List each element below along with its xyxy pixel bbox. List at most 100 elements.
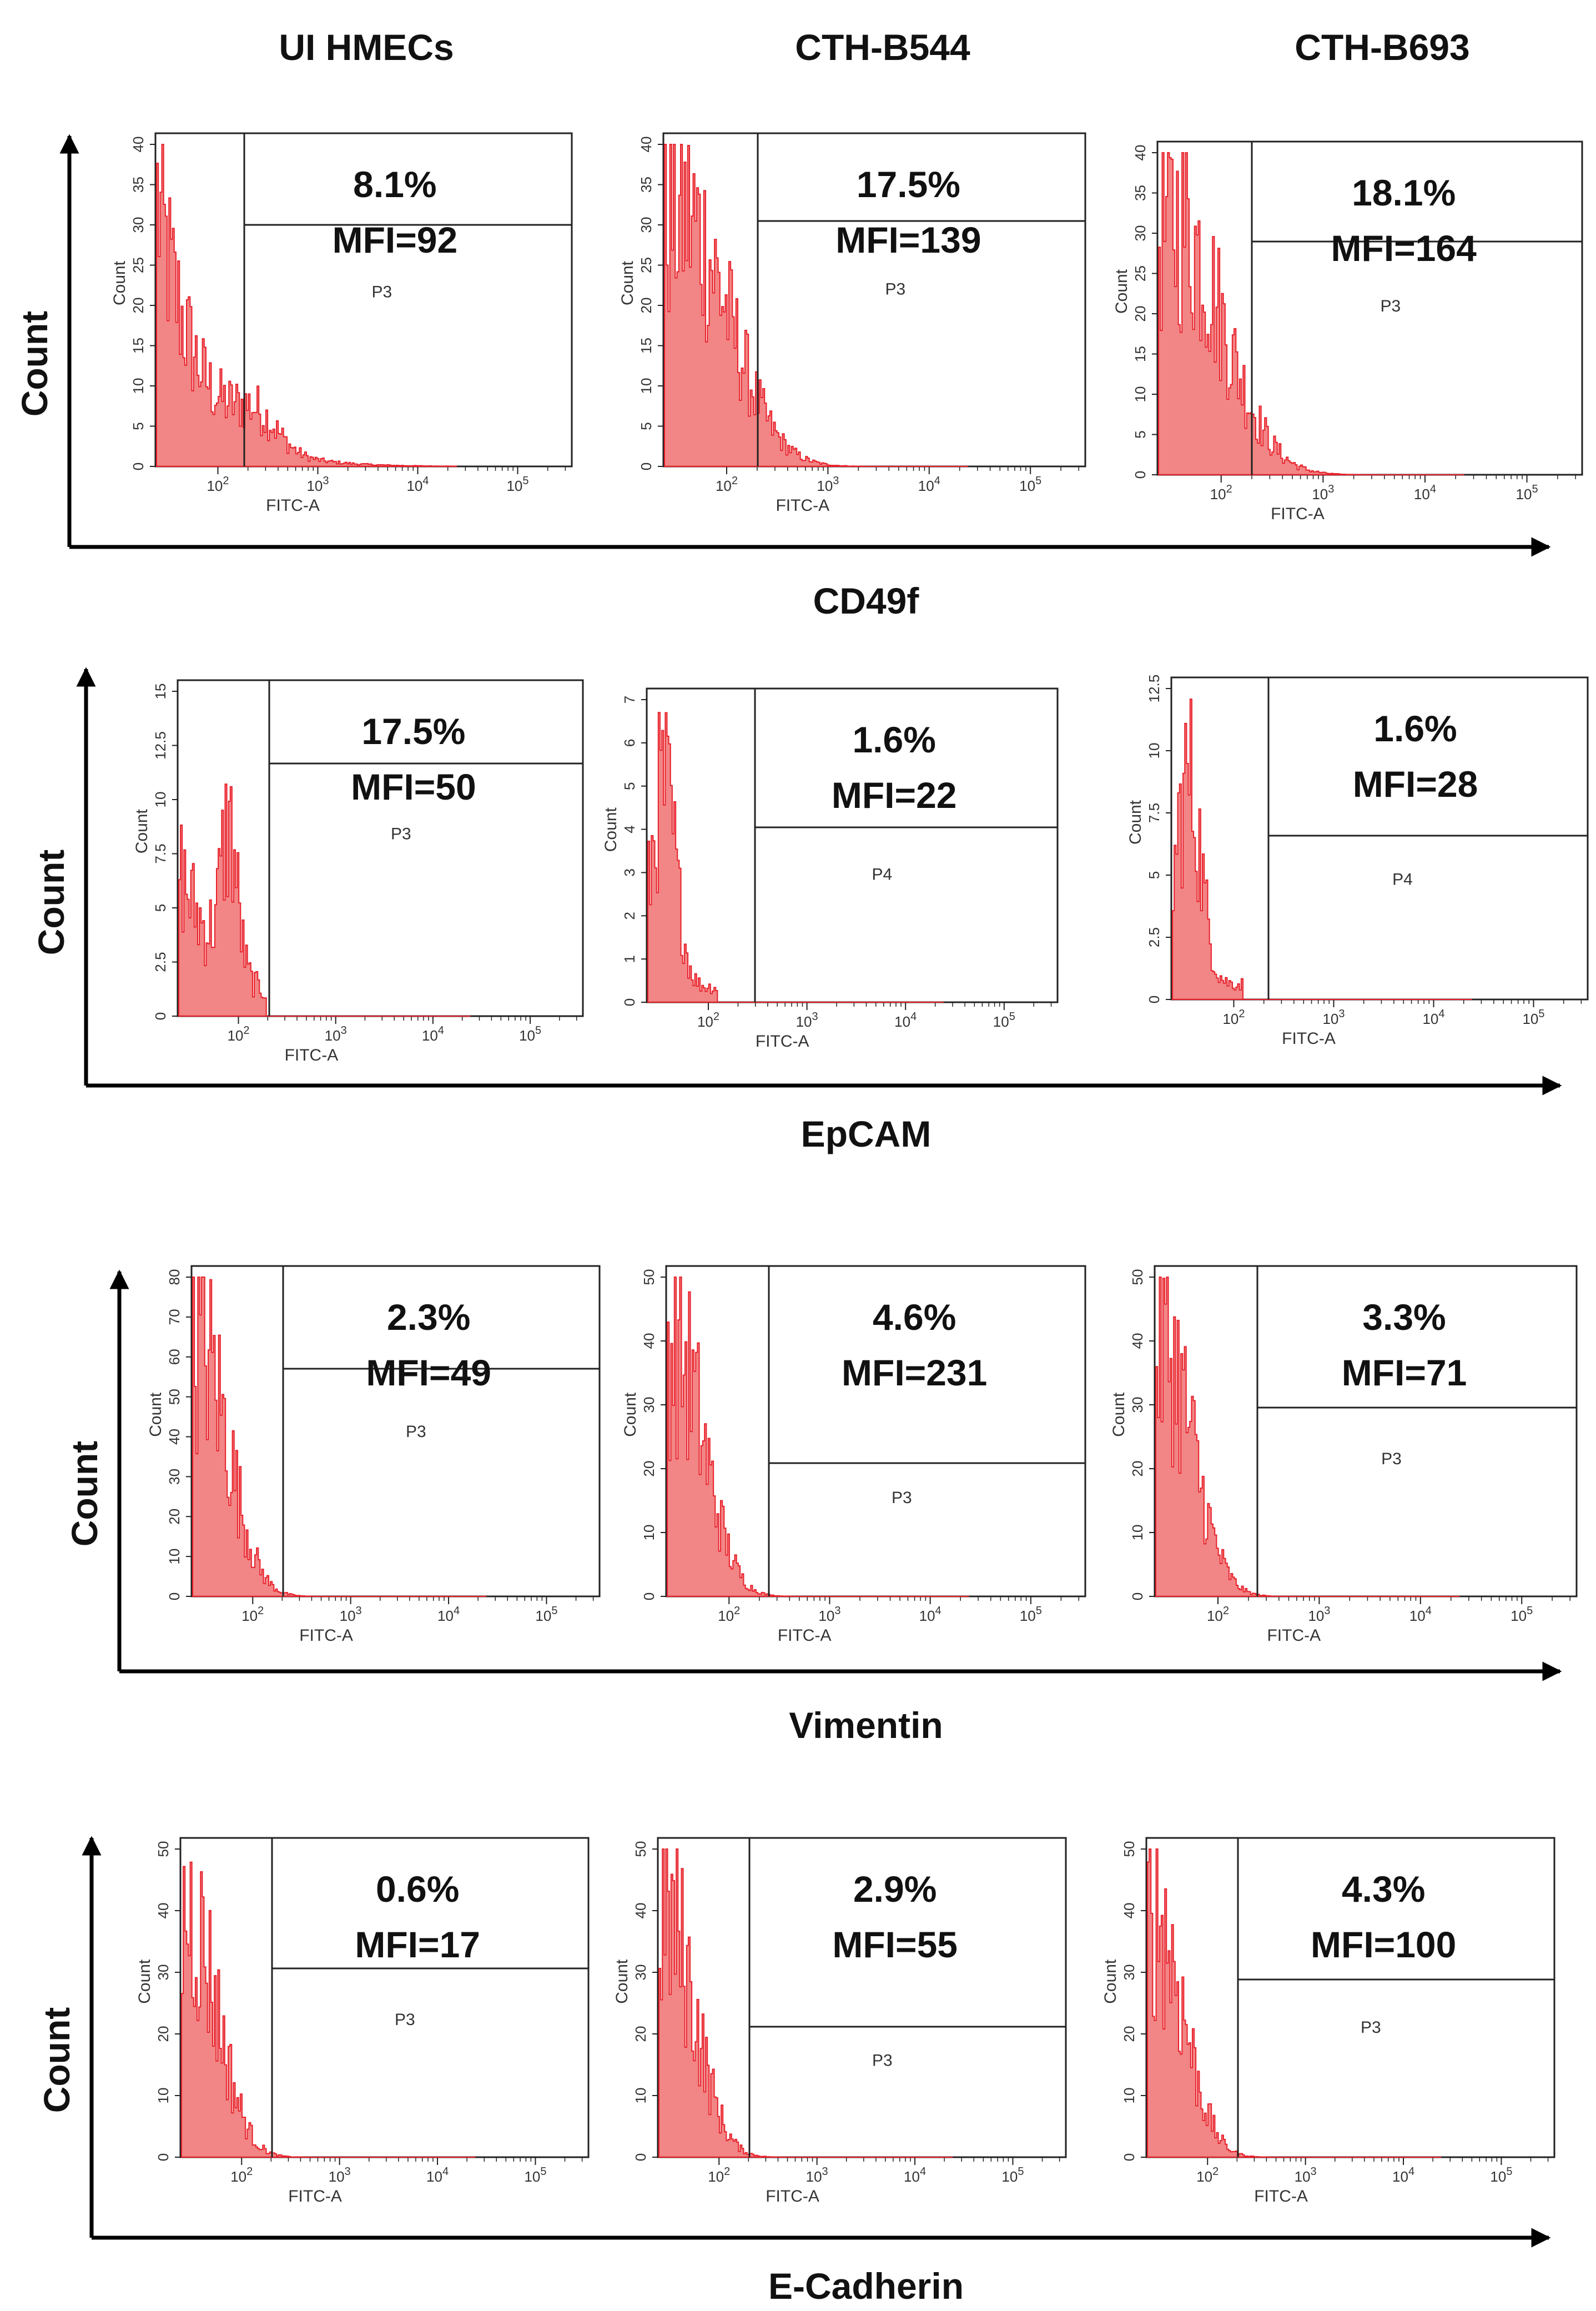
percent-positive: 1.6% [1373, 708, 1457, 749]
histogram-panel: 0 10 20 30 40 50 Count 102 103 104 105 FITC-A P3 3.3%… [1110, 1265, 1578, 1645]
histogram-trace [156, 144, 457, 467]
y-tick-label: 12.5 [1146, 675, 1162, 703]
marker-label: E-Cadherin [768, 2265, 964, 2307]
histogram-trace [178, 783, 471, 1017]
mfi-value: MFI=55 [832, 1924, 958, 1965]
panel-count-label: Count [135, 1959, 154, 2004]
panel-count-label: Count [602, 807, 620, 852]
y-tick-label: 35 [1132, 185, 1149, 201]
x-tick-label: 102 [241, 1605, 264, 1624]
percent-positive: 18.1% [1352, 172, 1456, 213]
gate-label: P3 [892, 1489, 912, 1507]
y-tick-label: 2.5 [1146, 927, 1162, 947]
y-tick-label: 10 [1132, 386, 1149, 403]
histogram-trace [658, 1848, 953, 2158]
count-axis-label: Count [36, 2007, 77, 2113]
y-tick-label: 0 [1146, 996, 1162, 1003]
y-tick-label: 0 [621, 998, 638, 1006]
y-tick-label: 20 [641, 1461, 657, 1477]
histogram-panel: 0 5 10 15 20 25 30 35 40 Count 102 103 104 105 FITC-A P… [1112, 140, 1583, 523]
marker-label: Vimentin [789, 1705, 943, 1746]
y-tick-label: 20 [1121, 2026, 1137, 2042]
x-tick-label: 104 [422, 1024, 444, 1044]
y-tick-label: 25 [130, 257, 147, 273]
y-tick-label: 40 [1132, 145, 1149, 161]
y-tick-label: 10 [1129, 1525, 1146, 1541]
histogram-trace [1158, 152, 1464, 475]
x-axis-label: FITC-A [288, 2187, 342, 2206]
gate-label: P3 [872, 2052, 893, 2070]
histogram-trace [1172, 699, 1472, 1000]
x-tick-label: 103 [1295, 2166, 1317, 2185]
x-axis-label: FITC-A [1254, 2187, 1308, 2206]
y-tick-label: 3 [621, 868, 638, 876]
histogram-panel: 0 1 2 3 4 5 6 7 Count 102 103 104 105 FITC-A P4 1.6% MFI… [602, 687, 1059, 1051]
histogram-panel: 0 10 20 30 40 50 60 70 80 Count 102 103 104 105 FITC-A… [147, 1265, 601, 1645]
x-tick-label: 105 [524, 2166, 546, 2185]
panel-count-label: Count [110, 260, 129, 305]
percent-positive: 17.5% [361, 711, 465, 752]
panel-count-label: Count [613, 1959, 631, 2004]
y-tick-label: 30 [632, 1965, 649, 1981]
gate-label: P3 [391, 825, 411, 843]
y-tick-label: 10 [155, 2088, 172, 2104]
y-tick-label: 10 [1146, 743, 1162, 759]
y-tick-label: 20 [638, 298, 654, 314]
histogram-trace [664, 144, 969, 467]
x-tick-label: 105 [1522, 1008, 1544, 1027]
x-tick-label: 103 [817, 475, 839, 494]
plot-frame [657, 1837, 1067, 2158]
y-tick-label: 10 [166, 1549, 183, 1565]
mfi-value: MFI=22 [832, 775, 957, 816]
x-tick-label: 102 [718, 1605, 740, 1624]
mfi-value: MFI=71 [1342, 1352, 1467, 1393]
panel-count-label: Count [147, 1392, 165, 1437]
percent-positive: 8.1% [353, 164, 436, 205]
plot-frame [1154, 1265, 1578, 1597]
gate-label: P3 [885, 280, 905, 299]
mfi-value: MFI=28 [1353, 763, 1478, 805]
marker-label: CD49f [813, 580, 920, 621]
y-tick-label: 80 [166, 1269, 183, 1285]
x-axis-label: FITC-A [1282, 1029, 1336, 1048]
x-tick-label: 103 [306, 475, 329, 494]
panel-count-label: Count [1126, 800, 1145, 845]
plot-frame [1145, 1837, 1555, 2158]
histogram-trace [181, 1861, 476, 2158]
y-tick-label: 2 [621, 912, 638, 920]
y-tick-label: 30 [1129, 1397, 1146, 1413]
y-tick-label: 35 [130, 177, 147, 193]
x-tick-label: 102 [207, 475, 229, 494]
x-tick-label: 104 [406, 475, 429, 494]
x-axis-label: FITC-A [1267, 1626, 1321, 1645]
percent-positive: 2.3% [387, 1297, 470, 1338]
percent-positive: 2.9% [853, 1868, 937, 1910]
y-tick-label: 5 [638, 422, 654, 430]
y-tick-label: 0 [641, 1592, 657, 1600]
x-tick-label: 103 [818, 1605, 840, 1624]
y-tick-label: 25 [638, 257, 654, 273]
x-tick-label: 103 [1312, 483, 1334, 503]
y-tick-label: 40 [641, 1333, 657, 1349]
y-tick-label: 40 [1121, 1903, 1137, 1919]
histogram-trace [647, 712, 944, 1003]
x-tick-label: 103 [1322, 1008, 1345, 1027]
x-axis-label: FITC-A [299, 1626, 353, 1645]
x-tick-label: 105 [1001, 2166, 1024, 2185]
y-tick-label: 0 [130, 463, 147, 470]
panel-count-label: Count [133, 809, 151, 854]
y-tick-label: 20 [130, 298, 147, 314]
x-tick-label: 105 [535, 1605, 557, 1624]
y-tick-label: 0 [1129, 1592, 1146, 1600]
x-tick-label: 102 [708, 2166, 730, 2185]
y-tick-label: 10 [641, 1525, 657, 1541]
count-axis-label: Count [14, 311, 55, 417]
y-tick-label: 40 [632, 1903, 649, 1919]
y-tick-label: 5 [1146, 871, 1162, 879]
y-tick-label: 20 [1129, 1461, 1146, 1477]
panel-count-label: Count [1112, 269, 1131, 314]
